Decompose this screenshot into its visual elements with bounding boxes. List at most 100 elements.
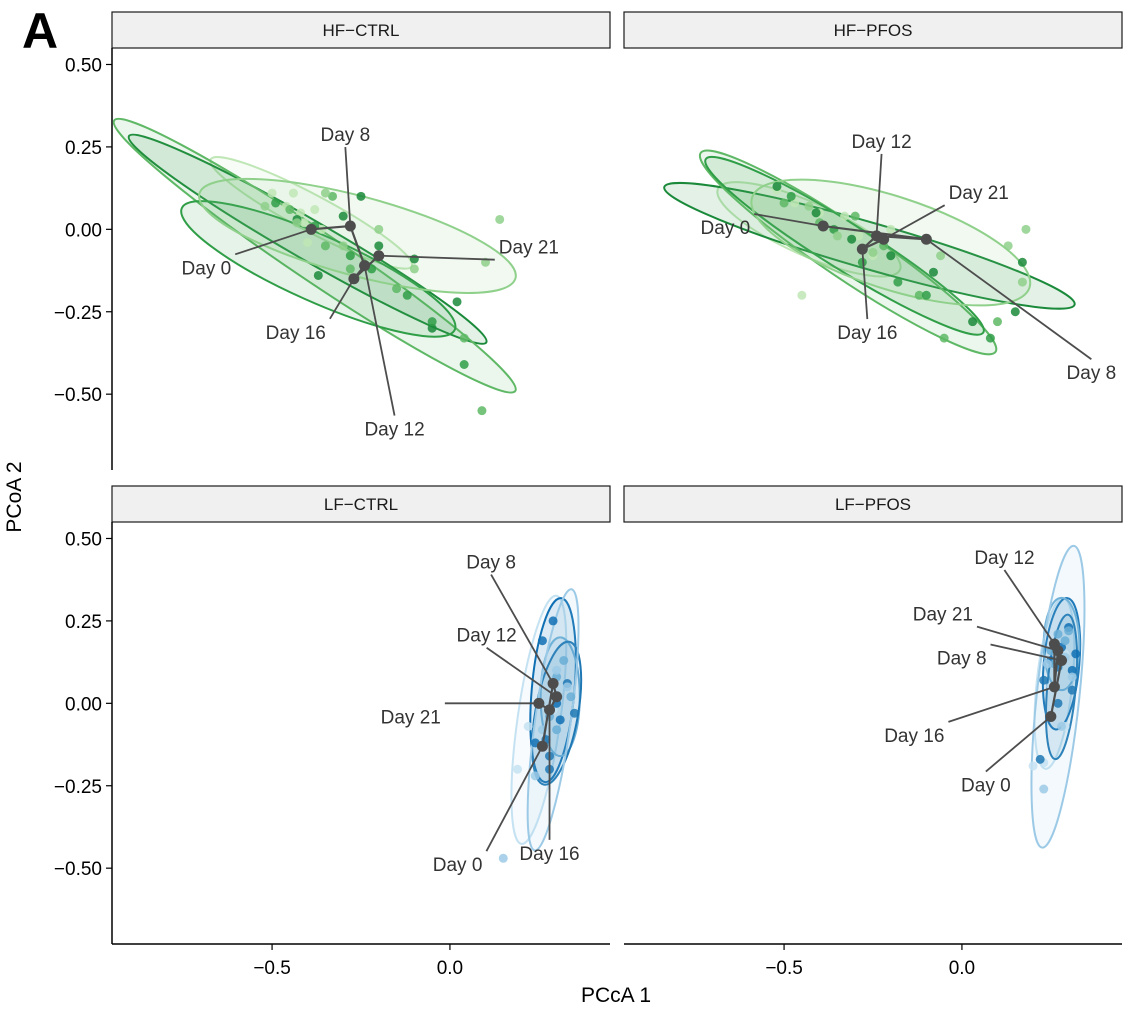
plot-area: [112, 117, 517, 416]
sample-point: [1053, 629, 1063, 639]
plot-area: [1028, 544, 1086, 849]
sample-point: [328, 191, 338, 201]
sample-point: [936, 251, 946, 261]
sample-point: [832, 231, 842, 241]
ellipse-day-16: [180, 200, 457, 338]
x-tick-label: 0.0: [949, 958, 975, 979]
sample-point: [523, 721, 533, 731]
sample-point: [1042, 659, 1052, 669]
sample-point: [427, 317, 437, 327]
day-label: Day 0: [182, 258, 232, 279]
sample-point: [1017, 257, 1027, 267]
ellipse-day-21: [1030, 544, 1086, 849]
facet-strip: [623, 485, 1123, 523]
sample-point: [459, 333, 469, 343]
facet-strip-label: LF−PFOS: [835, 495, 911, 514]
sample-point: [569, 708, 579, 718]
day-label: Day 12: [457, 626, 517, 647]
sample-point: [562, 682, 572, 692]
sample-point: [854, 231, 864, 241]
day-label: Day 8: [1067, 363, 1117, 384]
day-label: Day 8: [937, 648, 987, 669]
centroid-day-21: [373, 250, 385, 262]
sample-point: [1028, 761, 1038, 771]
sample-point: [310, 205, 320, 215]
label-leader-line: [948, 685, 1055, 723]
sample-point: [303, 238, 313, 248]
sample-point: [296, 208, 306, 218]
facet-lf-ctrl: LF−CTRL 0.50 0.25 0.00 −0.25 −0.50 −0.5 0.0 Day …: [54, 485, 611, 979]
sample-point: [1010, 307, 1020, 317]
sample-point: [921, 290, 931, 300]
sample-point: [914, 290, 924, 300]
panel-letter: A: [22, 3, 58, 59]
sample-point: [537, 636, 547, 646]
label-leader-line: [990, 643, 1062, 662]
ellipse-day-21: [526, 588, 580, 852]
day-label: Day 12: [974, 548, 1034, 569]
facet-hf-pfos: HF−PFOS Day 0 Day 8 Day 12 Day 16 Day 21: [623, 11, 1123, 384]
day-label: Day 16: [884, 726, 944, 747]
ellipse-day-16: [704, 155, 985, 336]
facet-lf-pfos: LF−PFOS −0.5 0.0 Day 0 Day 8 Day 12 Day 16 Day …: [623, 485, 1123, 979]
sample-point: [374, 241, 384, 251]
sample-point: [886, 224, 896, 234]
plot-area: [663, 149, 1076, 356]
x-axis-title: PCcA 1: [581, 984, 651, 1007]
facet-strip-label: LF−CTRL: [324, 495, 398, 514]
day-label: Day 21: [913, 605, 973, 626]
sample-point: [288, 188, 298, 198]
label-leader-line: [234, 228, 312, 256]
sample-point: [1035, 754, 1045, 764]
sample-point: [477, 406, 487, 416]
sample-point: [1064, 626, 1074, 636]
sample-point: [374, 224, 384, 234]
sample-point: [299, 218, 309, 228]
sample-point: [1053, 698, 1063, 708]
sample-point: [1060, 636, 1070, 646]
sample-point: [811, 208, 821, 218]
sample-point: [498, 853, 508, 863]
sample-point: [345, 251, 355, 261]
day-label: Day 0: [701, 218, 751, 239]
facet-grid: HF−CTRL 0.50 0.25 0.00 −0.25 −0.50 Day 0 Day 8 D…: [54, 11, 1123, 979]
y-tick-label: 0.25: [65, 612, 102, 633]
sample-point: [840, 211, 850, 221]
sample-point: [868, 247, 878, 257]
day-label: Day 21: [949, 183, 1009, 204]
facet-strip: [111, 11, 611, 49]
label-leader-line: [861, 249, 869, 320]
sample-point: [850, 211, 860, 221]
label-leader-line: [985, 715, 1052, 773]
sample-point: [928, 267, 938, 277]
label-leader-line: [883, 204, 946, 241]
day-label: Day 0: [961, 776, 1011, 797]
sample-point: [292, 218, 302, 228]
sample-point: [356, 191, 366, 201]
x-tick-label: −0.5: [253, 958, 291, 979]
x-tick-label: 0.0: [437, 958, 463, 979]
sample-point: [548, 616, 558, 626]
label-leader-line: [344, 146, 352, 227]
facet-strip-label: HF−PFOS: [834, 21, 913, 40]
day-label: Day 12: [851, 132, 911, 153]
facet-strip: [623, 11, 1123, 49]
label-leader-line: [925, 238, 1092, 360]
sample-point: [786, 191, 796, 201]
sample-point: [1039, 784, 1049, 794]
sample-point: [968, 317, 978, 327]
y-tick-label: −0.50: [54, 385, 102, 406]
label-leader-line: [486, 646, 558, 698]
y-tick-label: 0.50: [65, 529, 102, 550]
facet-strip-label: HF−CTRL: [323, 21, 400, 40]
label-leader-line: [363, 265, 396, 416]
label-leader-line: [1003, 569, 1056, 645]
sample-point: [392, 284, 402, 294]
y-tick-label: −0.25: [54, 303, 102, 324]
y-tick-label: 0.50: [65, 55, 102, 76]
sample-point: [409, 264, 419, 274]
label-leader-line: [875, 153, 883, 236]
sample-point: [530, 771, 540, 781]
sample-point: [886, 251, 896, 261]
